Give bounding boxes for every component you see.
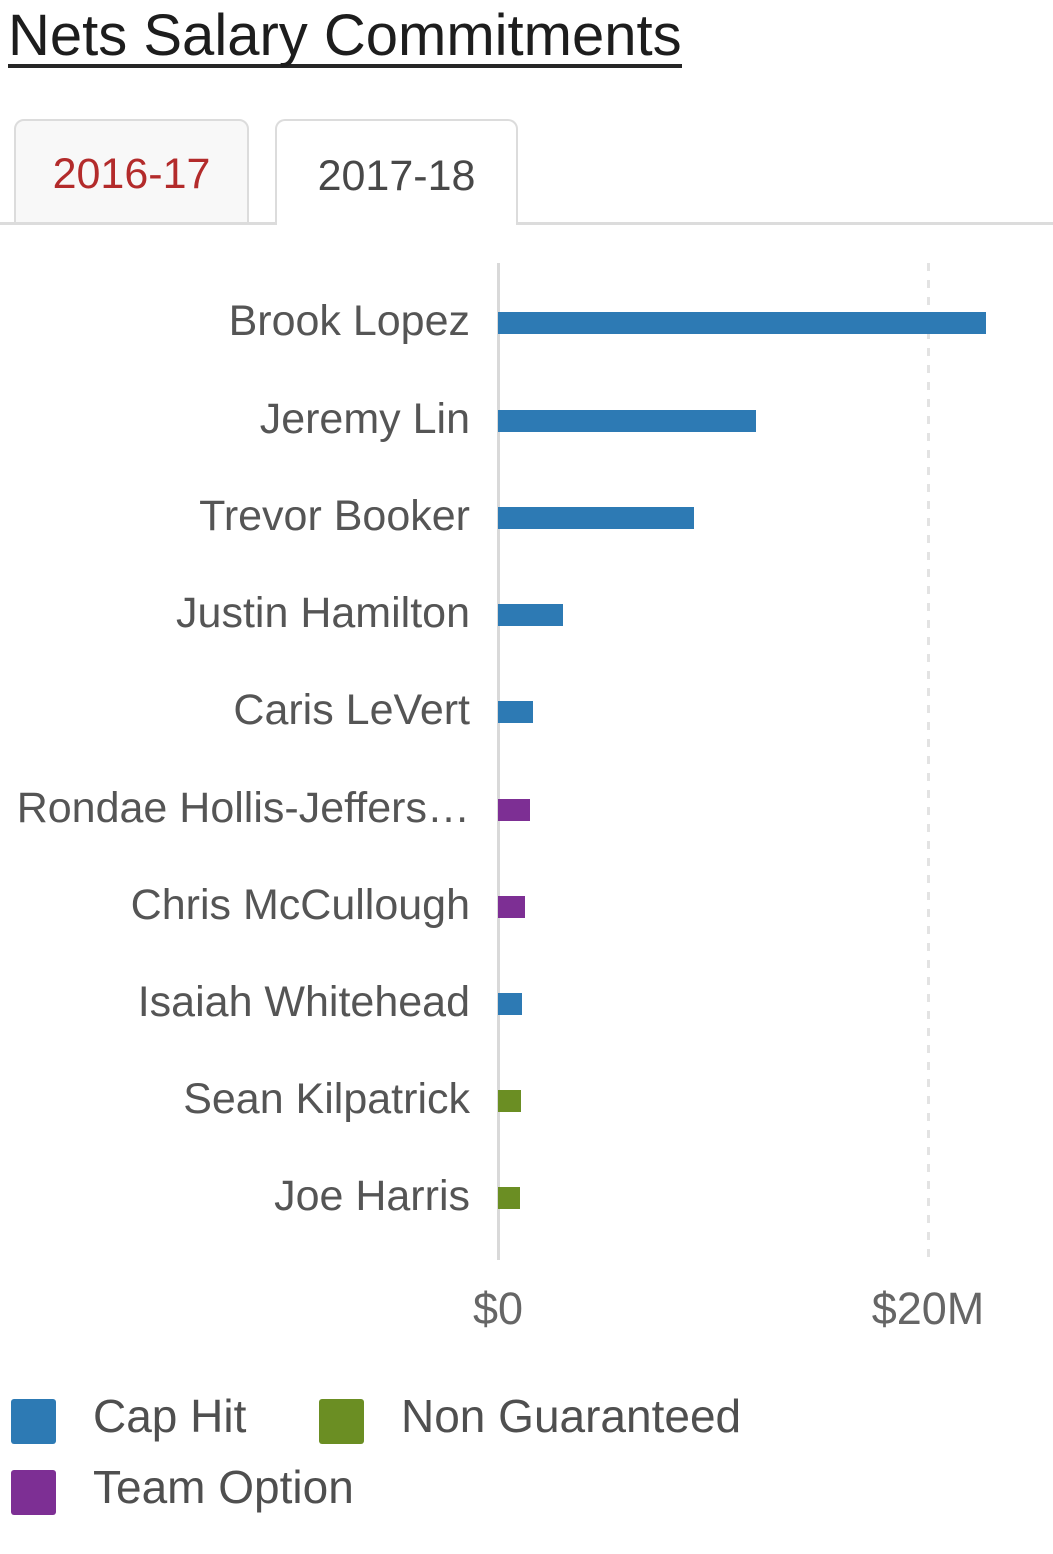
category-label: Caris LeVert (233, 686, 470, 735)
bar-sean-kilpatrick[interactable] (498, 1090, 521, 1113)
legend-swatch-cap-hit (11, 1399, 56, 1444)
legend-label: Cap Hit (93, 1390, 247, 1442)
legend-swatch-non-guaranteed (319, 1399, 364, 1444)
bar-brook-lopez[interactable] (498, 312, 987, 335)
bar-chris-mccullough[interactable] (498, 895, 525, 918)
y-axis-line (497, 263, 500, 1260)
category-label: Justin Hamilton (176, 589, 470, 638)
category-label: Brook Lopez (228, 297, 470, 346)
bar-caris-levert[interactable] (498, 701, 533, 724)
category-label: Chris McCullough (130, 880, 470, 929)
category-label: Jeremy Lin (259, 394, 470, 443)
category-label: Joe Harris (274, 1172, 470, 1221)
gridline-20m (926, 263, 930, 1263)
bar-isaiah-whitehead[interactable] (498, 993, 522, 1015)
bar-rondae-hollis-jeffers[interactable] (498, 798, 530, 821)
category-label: Trevor Booker (199, 491, 470, 540)
bar-justin-hamilton[interactable] (498, 604, 563, 627)
category-label: Sean Kilpatrick (183, 1075, 470, 1124)
chart-title[interactable]: Nets Salary Commitments (8, 3, 682, 68)
tab-season-2016-17-label: 2016-17 (52, 150, 211, 198)
x-tick-label: $0 (472, 1283, 524, 1334)
tab-season-2016-17[interactable]: 2016-17 (14, 119, 249, 224)
legend-swatch-team-option (11, 1470, 56, 1515)
x-tick-label: $20M (871, 1283, 985, 1334)
category-label: Isaiah Whitehead (137, 978, 470, 1026)
tab-season-2017-18-label: 2017-18 (317, 152, 476, 200)
tabbar-divider (0, 222, 1053, 225)
bar-jeremy-lin[interactable] (498, 409, 756, 432)
bar-joe-harris[interactable] (498, 1187, 521, 1210)
bar-trevor-booker[interactable] (498, 506, 695, 529)
category-label: Rondae Hollis-Jeffers… (16, 783, 470, 832)
tab-season-2017-18[interactable]: 2017-18 (275, 119, 518, 225)
legend-label: Non Guaranteed (401, 1390, 742, 1442)
chart-title-text[interactable]: Nets Salary Commitments (8, 3, 682, 68)
legend-label: Team Option (93, 1461, 354, 1513)
